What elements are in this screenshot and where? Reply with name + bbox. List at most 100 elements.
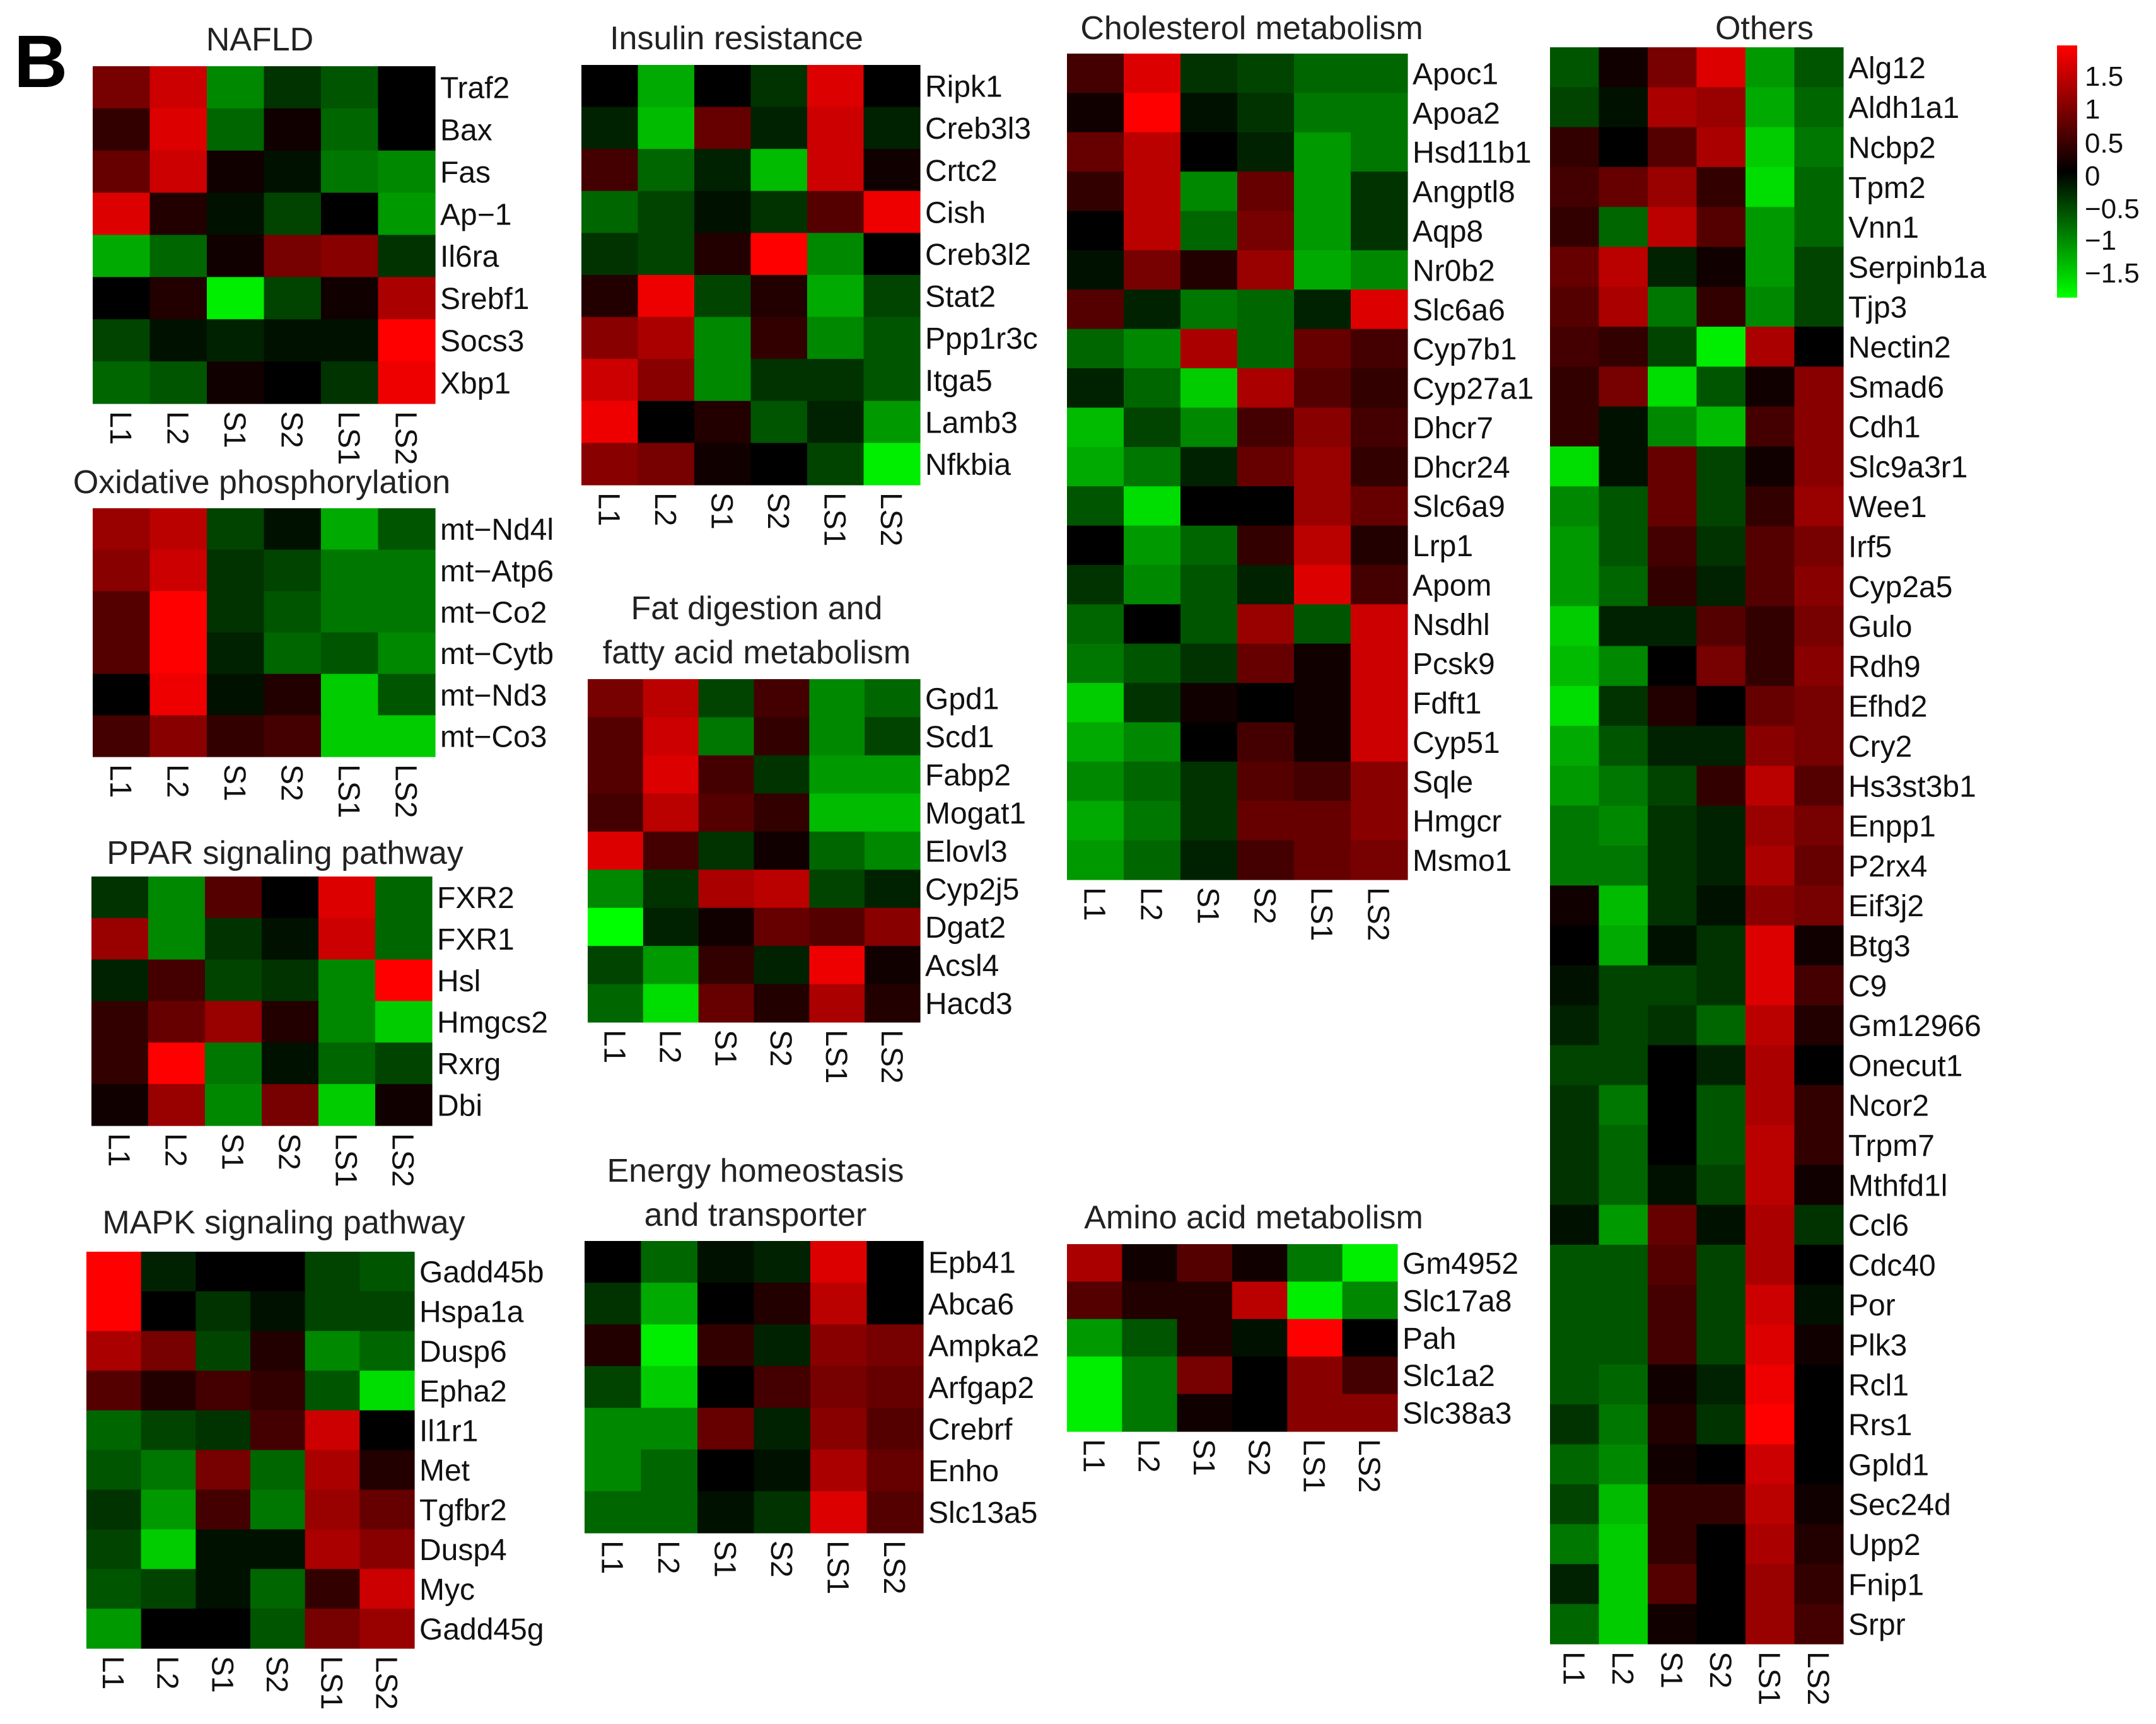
column-label: S1	[216, 1133, 249, 1170]
row-label: Enho	[928, 1455, 999, 1488]
heatmap-cell	[1648, 1165, 1698, 1206]
heatmap-cell	[1599, 1364, 1648, 1405]
heatmap-cell	[1696, 1204, 1746, 1245]
heatmap-title: Oxidative phosphorylation	[73, 464, 450, 501]
heatmap-cell	[1294, 604, 1351, 644]
heatmap-cell	[1180, 643, 1238, 684]
heatmap-cell	[641, 1324, 698, 1367]
heatmap-cell	[581, 107, 639, 149]
row-label: Creb3l2	[925, 238, 1031, 272]
heatmap-cell	[1177, 1244, 1233, 1282]
row-label: mt−Nd4l	[440, 513, 554, 547]
heatmap-cell	[1794, 207, 1844, 248]
colorbar-tick-label: 1	[2085, 94, 2100, 125]
heatmap-cell	[1294, 525, 1351, 566]
heatmap-cell	[1180, 722, 1238, 762]
heatmap-cell	[93, 66, 151, 109]
heatmap-cell	[643, 907, 699, 946]
column-label: LS2	[386, 1133, 419, 1187]
row-label: Cyp27a1	[1413, 373, 1534, 406]
heatmap-cell	[1550, 1324, 1600, 1365]
heatmap-cell	[1794, 526, 1844, 567]
heatmap-cell	[1745, 885, 1795, 926]
heatmap-cell	[305, 1331, 360, 1372]
heatmap-cell	[581, 275, 639, 318]
heatmap-cell	[1124, 54, 1181, 93]
heatmap-cell	[141, 1410, 196, 1451]
row-label: Cyp2a5	[1848, 571, 1952, 604]
heatmap-cell	[86, 1489, 142, 1530]
heatmap-title: and transporter	[644, 1197, 867, 1233]
row-label: Dhcr7	[1413, 412, 1493, 445]
heatmap-cell	[694, 359, 752, 402]
heatmap-cell	[1294, 54, 1351, 93]
heatmap-cell	[1237, 564, 1295, 605]
column-label: L1	[598, 1030, 631, 1063]
heatmap-cell	[1294, 486, 1351, 527]
heatmap-cell	[698, 831, 755, 870]
heatmap-cell	[1067, 54, 1124, 93]
heatmap-cell	[141, 1569, 196, 1609]
heatmap-cell	[1237, 250, 1295, 290]
heatmap-cell	[694, 400, 752, 443]
heatmap-cell	[581, 400, 639, 443]
heatmap-cell	[1550, 726, 1600, 766]
heatmap-cell	[1067, 93, 1124, 133]
heatmap-cell	[698, 946, 755, 985]
heatmap-cell	[1745, 47, 1795, 88]
heatmap-cell	[1696, 406, 1746, 447]
heatmap-cell	[141, 1370, 196, 1411]
heatmap-cell	[809, 870, 865, 909]
heatmap-cell	[264, 108, 322, 151]
heatmap-cell	[1124, 801, 1181, 841]
heatmap-cell	[378, 361, 436, 404]
heatmap-cell	[1237, 604, 1295, 644]
heatmap-cell	[750, 359, 808, 402]
heatmap-cell	[1067, 407, 1124, 448]
heatmap-cell	[750, 443, 808, 486]
column-label: S2	[274, 411, 308, 448]
row-label: Ncor2	[1848, 1090, 1929, 1123]
heatmap-cell	[321, 277, 379, 320]
colorbar-tick-label: 1.5	[2085, 61, 2123, 92]
heatmap-cell	[375, 1042, 433, 1085]
heatmap-cell	[264, 508, 322, 550]
row-label: P2rx4	[1848, 850, 1927, 883]
row-label: Nr0b2	[1413, 254, 1495, 288]
heatmap-cell	[264, 591, 322, 633]
column-label: L1	[1556, 1651, 1590, 1685]
heatmap-cell	[141, 1450, 196, 1490]
row-label: Slc13a5	[928, 1496, 1037, 1530]
heatmap-cell	[1794, 965, 1844, 1006]
heatmap-cell	[318, 1084, 376, 1126]
heatmap-cell	[1599, 1604, 1648, 1645]
heatmap-cell	[1237, 683, 1295, 723]
heatmap-cell	[1237, 368, 1295, 409]
heatmap-cell	[1696, 327, 1746, 367]
heatmap-cell	[1351, 407, 1408, 448]
heatmap-oxidative-phosphorylation: Oxidative phosphorylation mt−Nd4l mt−Atp6 m…	[73, 464, 554, 818]
row-label: Pcsk9	[1413, 648, 1495, 681]
heatmap-cell	[1648, 207, 1698, 248]
heatmap-cell	[207, 591, 265, 633]
heatmap-cell	[1696, 526, 1746, 567]
heatmap-cell	[195, 1609, 251, 1649]
heatmap-cell	[264, 715, 322, 757]
heatmap-cell	[809, 755, 865, 794]
colorbar-legend: 1.510.50−0.5−1−1.5	[2057, 45, 2140, 298]
heatmap-cell	[1648, 805, 1698, 846]
heatmap-cell	[1124, 250, 1181, 290]
heatmap-cell	[1648, 486, 1698, 527]
row-label: Tgfbr2	[419, 1494, 507, 1527]
row-label: Alg12	[1848, 52, 1926, 85]
heatmap-cell	[1794, 1364, 1844, 1405]
heatmap-cell	[1124, 407, 1181, 448]
heatmap-cell	[1177, 1356, 1233, 1395]
heatmap-cell	[378, 235, 436, 277]
heatmap-title: fatty acid metabolism	[603, 634, 911, 671]
heatmap-cell	[264, 319, 322, 362]
heatmap-cell	[1794, 406, 1844, 447]
heatmap-cell	[1794, 846, 1844, 886]
heatmap-cell	[1550, 1524, 1600, 1564]
heatmap-cell	[810, 1407, 868, 1450]
